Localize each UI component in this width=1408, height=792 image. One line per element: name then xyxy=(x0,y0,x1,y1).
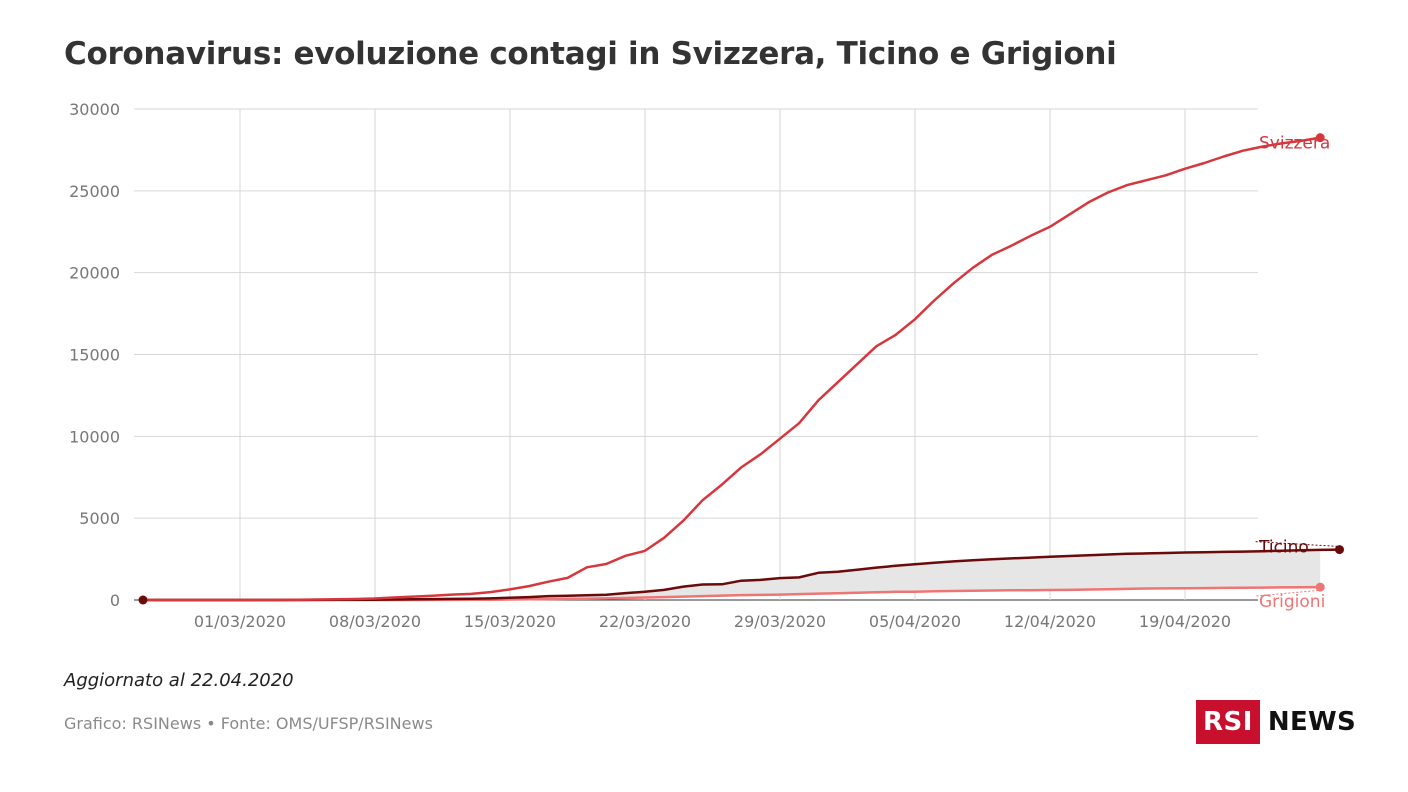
x-tick-label: 08/03/2020 xyxy=(329,612,421,631)
source-credits: Grafico: RSINews • Fonte: OMS/UFSP/RSINe… xyxy=(64,714,433,733)
chart-title: Coronavirus: evoluzione contagi in Svizz… xyxy=(64,36,1117,72)
ticino-grigioni-gap-area xyxy=(143,549,1321,600)
y-tick-label: 25000 xyxy=(69,182,120,201)
y-tick-label: 15000 xyxy=(69,346,120,365)
x-tick-label: 22/03/2020 xyxy=(599,612,691,631)
news-logo-text: NEWS xyxy=(1267,707,1357,737)
rsi-news-logo: RSI NEWS xyxy=(1196,700,1356,744)
rsi-logo-box: RSI xyxy=(1196,700,1260,744)
x-tick-label: 19/04/2020 xyxy=(1139,612,1231,631)
series-label-ticino: Ticino xyxy=(1258,538,1309,558)
y-tick-label: 0 xyxy=(110,591,120,610)
updated-note: Aggiornato al 22.04.2020 xyxy=(64,670,294,691)
y-tick-label: 10000 xyxy=(69,427,120,446)
line-chart: 0 5000 10000 15000 20000 25000 30000 01/03/2020… xyxy=(69,100,1344,631)
series-label-grigioni: Grigioni xyxy=(1259,592,1325,612)
x-tick-label: 05/04/2020 xyxy=(869,612,961,631)
y-tick-label: 30000 xyxy=(69,100,120,119)
y-tick-label: 5000 xyxy=(79,509,120,528)
grigioni-label-leader xyxy=(1254,589,1323,597)
x-tick-label: 01/03/2020 xyxy=(194,612,286,631)
series-label-svizzera: Svizzera xyxy=(1259,134,1330,154)
series-line-svizzera xyxy=(141,136,1322,602)
end-point-svizzera xyxy=(1315,133,1325,143)
x-tick-label: 15/03/2020 xyxy=(464,612,556,631)
end-point-grigioni xyxy=(1315,582,1325,592)
ticino-label-leader xyxy=(1254,541,1342,548)
series-start-point xyxy=(138,595,148,605)
y-tick-label: 20000 xyxy=(69,264,120,283)
x-tick-label: 12/04/2020 xyxy=(1004,612,1096,631)
x-tick-label: 29/03/2020 xyxy=(734,612,826,631)
end-point-ticino xyxy=(1334,545,1344,555)
